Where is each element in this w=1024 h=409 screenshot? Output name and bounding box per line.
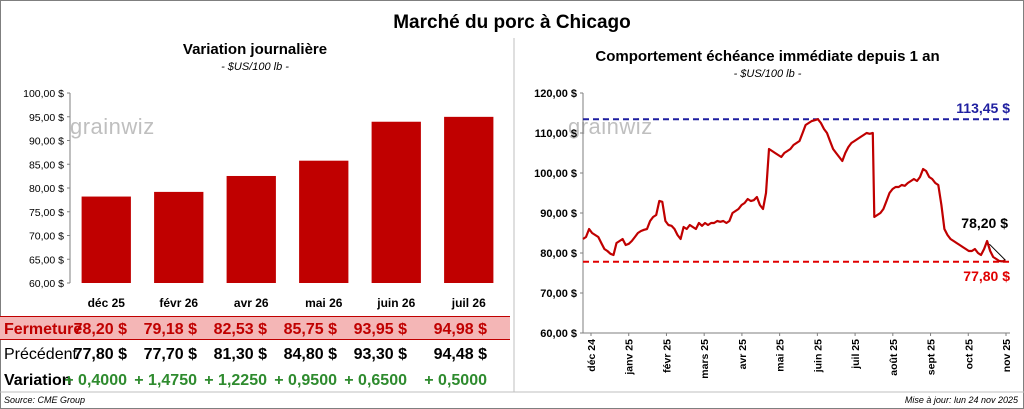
table-cell: 77,70 $: [143, 346, 197, 363]
x-tick-label: mai 25: [775, 339, 787, 372]
y-tick-label: 70,00 $: [29, 231, 64, 243]
x-tick-label: sept 25: [926, 339, 938, 375]
bar: [444, 116, 494, 283]
x-tick-label: juin 25: [812, 339, 824, 373]
bar-chart-title: Variation journalière: [182, 41, 328, 58]
y-tick-label: 60,00 $: [29, 278, 64, 290]
table-cell: 94,98 $: [433, 321, 487, 338]
table-cell: + 0,9500: [274, 372, 337, 389]
watermark-logo: grainwiz: [70, 114, 155, 139]
y-tick-label: 85,00 $: [29, 159, 64, 171]
update-note: Mise à jour: lun 24 nov 2025: [904, 395, 1018, 405]
y-tick-label: 95,00 $: [29, 112, 64, 124]
table-cell: 93,30 $: [353, 346, 407, 363]
y-tick-label: 120,00 $: [534, 88, 577, 100]
x-tick-label: avr 26: [234, 296, 269, 310]
source-note: Source: CME Group: [4, 395, 86, 405]
table-row-previous: Précédent 77,80 $ 77,70 $ 81,30 $ 84,80 …: [0, 342, 510, 364]
row-label: Variation: [4, 372, 72, 389]
x-tick-label: déc 25: [88, 296, 126, 310]
row-label: Précédent: [4, 346, 77, 363]
table-cell: 84,80 $: [283, 346, 337, 363]
x-tick-label: oct 25: [963, 339, 975, 370]
y-tick-label: 90,00 $: [29, 136, 64, 148]
row-label: Fermeture: [4, 321, 83, 338]
y-tick-label: 75,00 $: [29, 207, 64, 219]
line-chart-title: Comportement échéance immédiate depuis 1…: [595, 48, 940, 65]
table-cell: + 0,4000: [64, 372, 127, 389]
bar-chart-subtitle: - $US/100 lb -: [221, 61, 289, 73]
table-cell: 82,53 $: [213, 321, 267, 338]
table-cell: + 1,2250: [204, 372, 267, 389]
table-cell: 93,95 $: [353, 321, 407, 338]
y-tick-label: 100,00 $: [534, 168, 577, 180]
table-cell: 77,80 $: [73, 346, 127, 363]
x-tick-label: mars 25: [699, 339, 711, 379]
x-tick-label: juil 25: [850, 339, 862, 370]
bar: [226, 175, 276, 283]
y-tick-label: 60,00 $: [540, 328, 577, 340]
x-tick-label: juin 26: [376, 296, 415, 310]
low-reference-label: 77,80 $: [963, 268, 1010, 284]
page-title: Marché du porc à Chicago: [393, 12, 631, 33]
y-tick-label: 70,00 $: [540, 288, 577, 300]
watermark-logo: grainwiz: [568, 114, 653, 139]
last-value-leader: [989, 243, 1006, 261]
table-row-variation: Variation + 0,4000 + 1,4750 + 1,2250 + 0…: [0, 368, 510, 390]
table-cell: 79,18 $: [143, 321, 197, 338]
x-tick-label: avr 25: [737, 339, 749, 370]
bar: [154, 191, 204, 283]
x-tick-label: mai 26: [305, 296, 343, 310]
last-value-label: 78,20 $: [961, 215, 1008, 231]
line-chart-subtitle: - $US/100 lb -: [733, 68, 802, 80]
y-tick-label: 100,00 $: [23, 88, 64, 100]
table-cell: 94,48 $: [433, 346, 487, 363]
x-tick-label: juil 26: [451, 296, 486, 310]
y-tick-label: 80,00 $: [29, 183, 64, 195]
x-tick-label: févr 25: [661, 339, 673, 373]
x-tick-label: nov 25: [1001, 339, 1013, 372]
x-tick-label: déc 24: [586, 339, 598, 372]
x-tick-label: janv 25: [624, 339, 636, 376]
table-row-close: Fermeture 78,20 $ 79,18 $ 82,53 $ 85,75 …: [0, 316, 510, 340]
bar: [299, 160, 349, 283]
x-tick-label: août 25: [888, 339, 900, 376]
y-tick-label: 90,00 $: [540, 208, 577, 220]
bar: [81, 196, 131, 283]
y-tick-label: 80,00 $: [540, 248, 577, 260]
y-tick-label: 65,00 $: [29, 254, 64, 266]
x-tick-label: févr 26: [159, 296, 198, 310]
table-cell: + 0,6500: [344, 372, 407, 389]
table-cell: + 0,5000: [424, 372, 487, 389]
table-cell: 78,20 $: [73, 321, 127, 338]
bar: [371, 121, 421, 283]
high-reference-label: 113,45 $: [956, 100, 1010, 116]
y-tick-label: 110,00 $: [535, 128, 577, 140]
price-series-line: [582, 118, 1006, 263]
table-cell: 81,30 $: [213, 346, 267, 363]
table-cell: + 1,4750: [134, 372, 197, 389]
table-cell: 85,75 $: [283, 321, 337, 338]
